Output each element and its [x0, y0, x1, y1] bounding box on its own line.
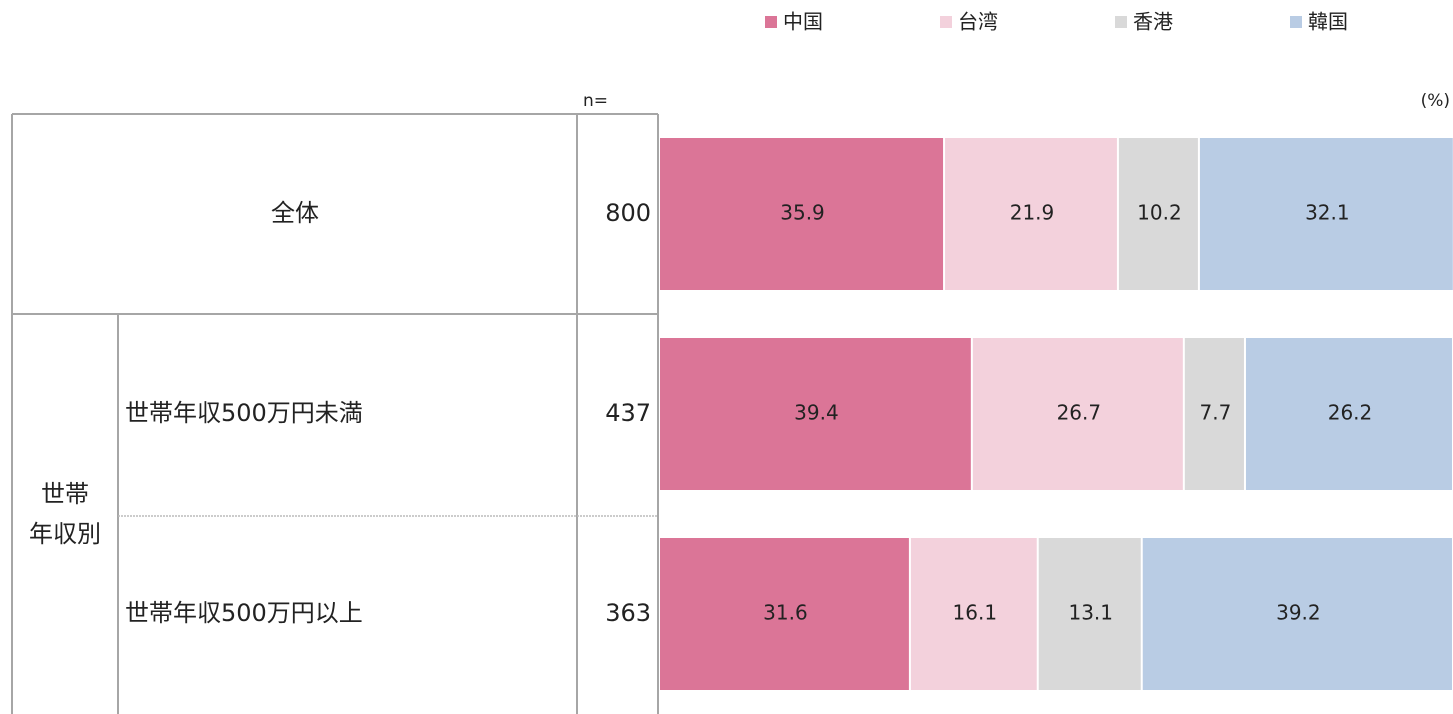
n-value: 437	[605, 399, 651, 427]
legend-swatch	[1115, 16, 1127, 28]
value-label: 31.6	[763, 601, 808, 625]
bar-segment	[660, 138, 944, 290]
legend-swatch	[765, 16, 777, 28]
value-label: 21.9	[1010, 201, 1055, 225]
row-label: 世帯年収500万円以上	[125, 599, 363, 627]
bar-segment	[945, 138, 1117, 290]
row-label: 全体	[271, 199, 319, 227]
bar-segment	[1142, 538, 1452, 690]
legend-label: 台湾	[958, 10, 998, 34]
n-value: 800	[605, 199, 651, 227]
legend-swatch	[1290, 16, 1302, 28]
value-label: 32.1	[1305, 201, 1350, 225]
value-label: 16.1	[953, 601, 998, 625]
n-header: n=	[583, 91, 608, 111]
legend-swatch	[940, 16, 952, 28]
value-label: 13.1	[1068, 601, 1113, 625]
n-value: 363	[605, 599, 651, 627]
unit-label: (%)	[1421, 91, 1450, 111]
value-label: 39.4	[794, 401, 839, 425]
bar-segment	[1184, 338, 1244, 490]
legend-label: 香港	[1133, 10, 1173, 34]
bar-segment	[1038, 538, 1141, 690]
legend-label: 韓国	[1308, 10, 1348, 34]
bar-segment	[910, 538, 1037, 690]
value-label: 26.7	[1057, 401, 1102, 425]
value-label: 10.2	[1137, 201, 1182, 225]
bar-segment	[1118, 138, 1198, 290]
bar-segment	[1199, 138, 1453, 290]
row-label: 世帯年収500万円未満	[125, 399, 363, 427]
value-label: 35.9	[780, 201, 825, 225]
value-label: 26.2	[1328, 401, 1373, 425]
group-label: 世帯年収別	[29, 480, 101, 548]
bar-segment	[972, 338, 1183, 490]
bar-segment	[660, 538, 909, 690]
table-lines	[11, 113, 659, 714]
bar-segment	[660, 338, 971, 490]
value-label: 39.2	[1276, 601, 1321, 625]
bar-segment	[1245, 338, 1452, 490]
value-label: 7.7	[1199, 401, 1231, 425]
legend-label: 中国	[783, 10, 823, 34]
